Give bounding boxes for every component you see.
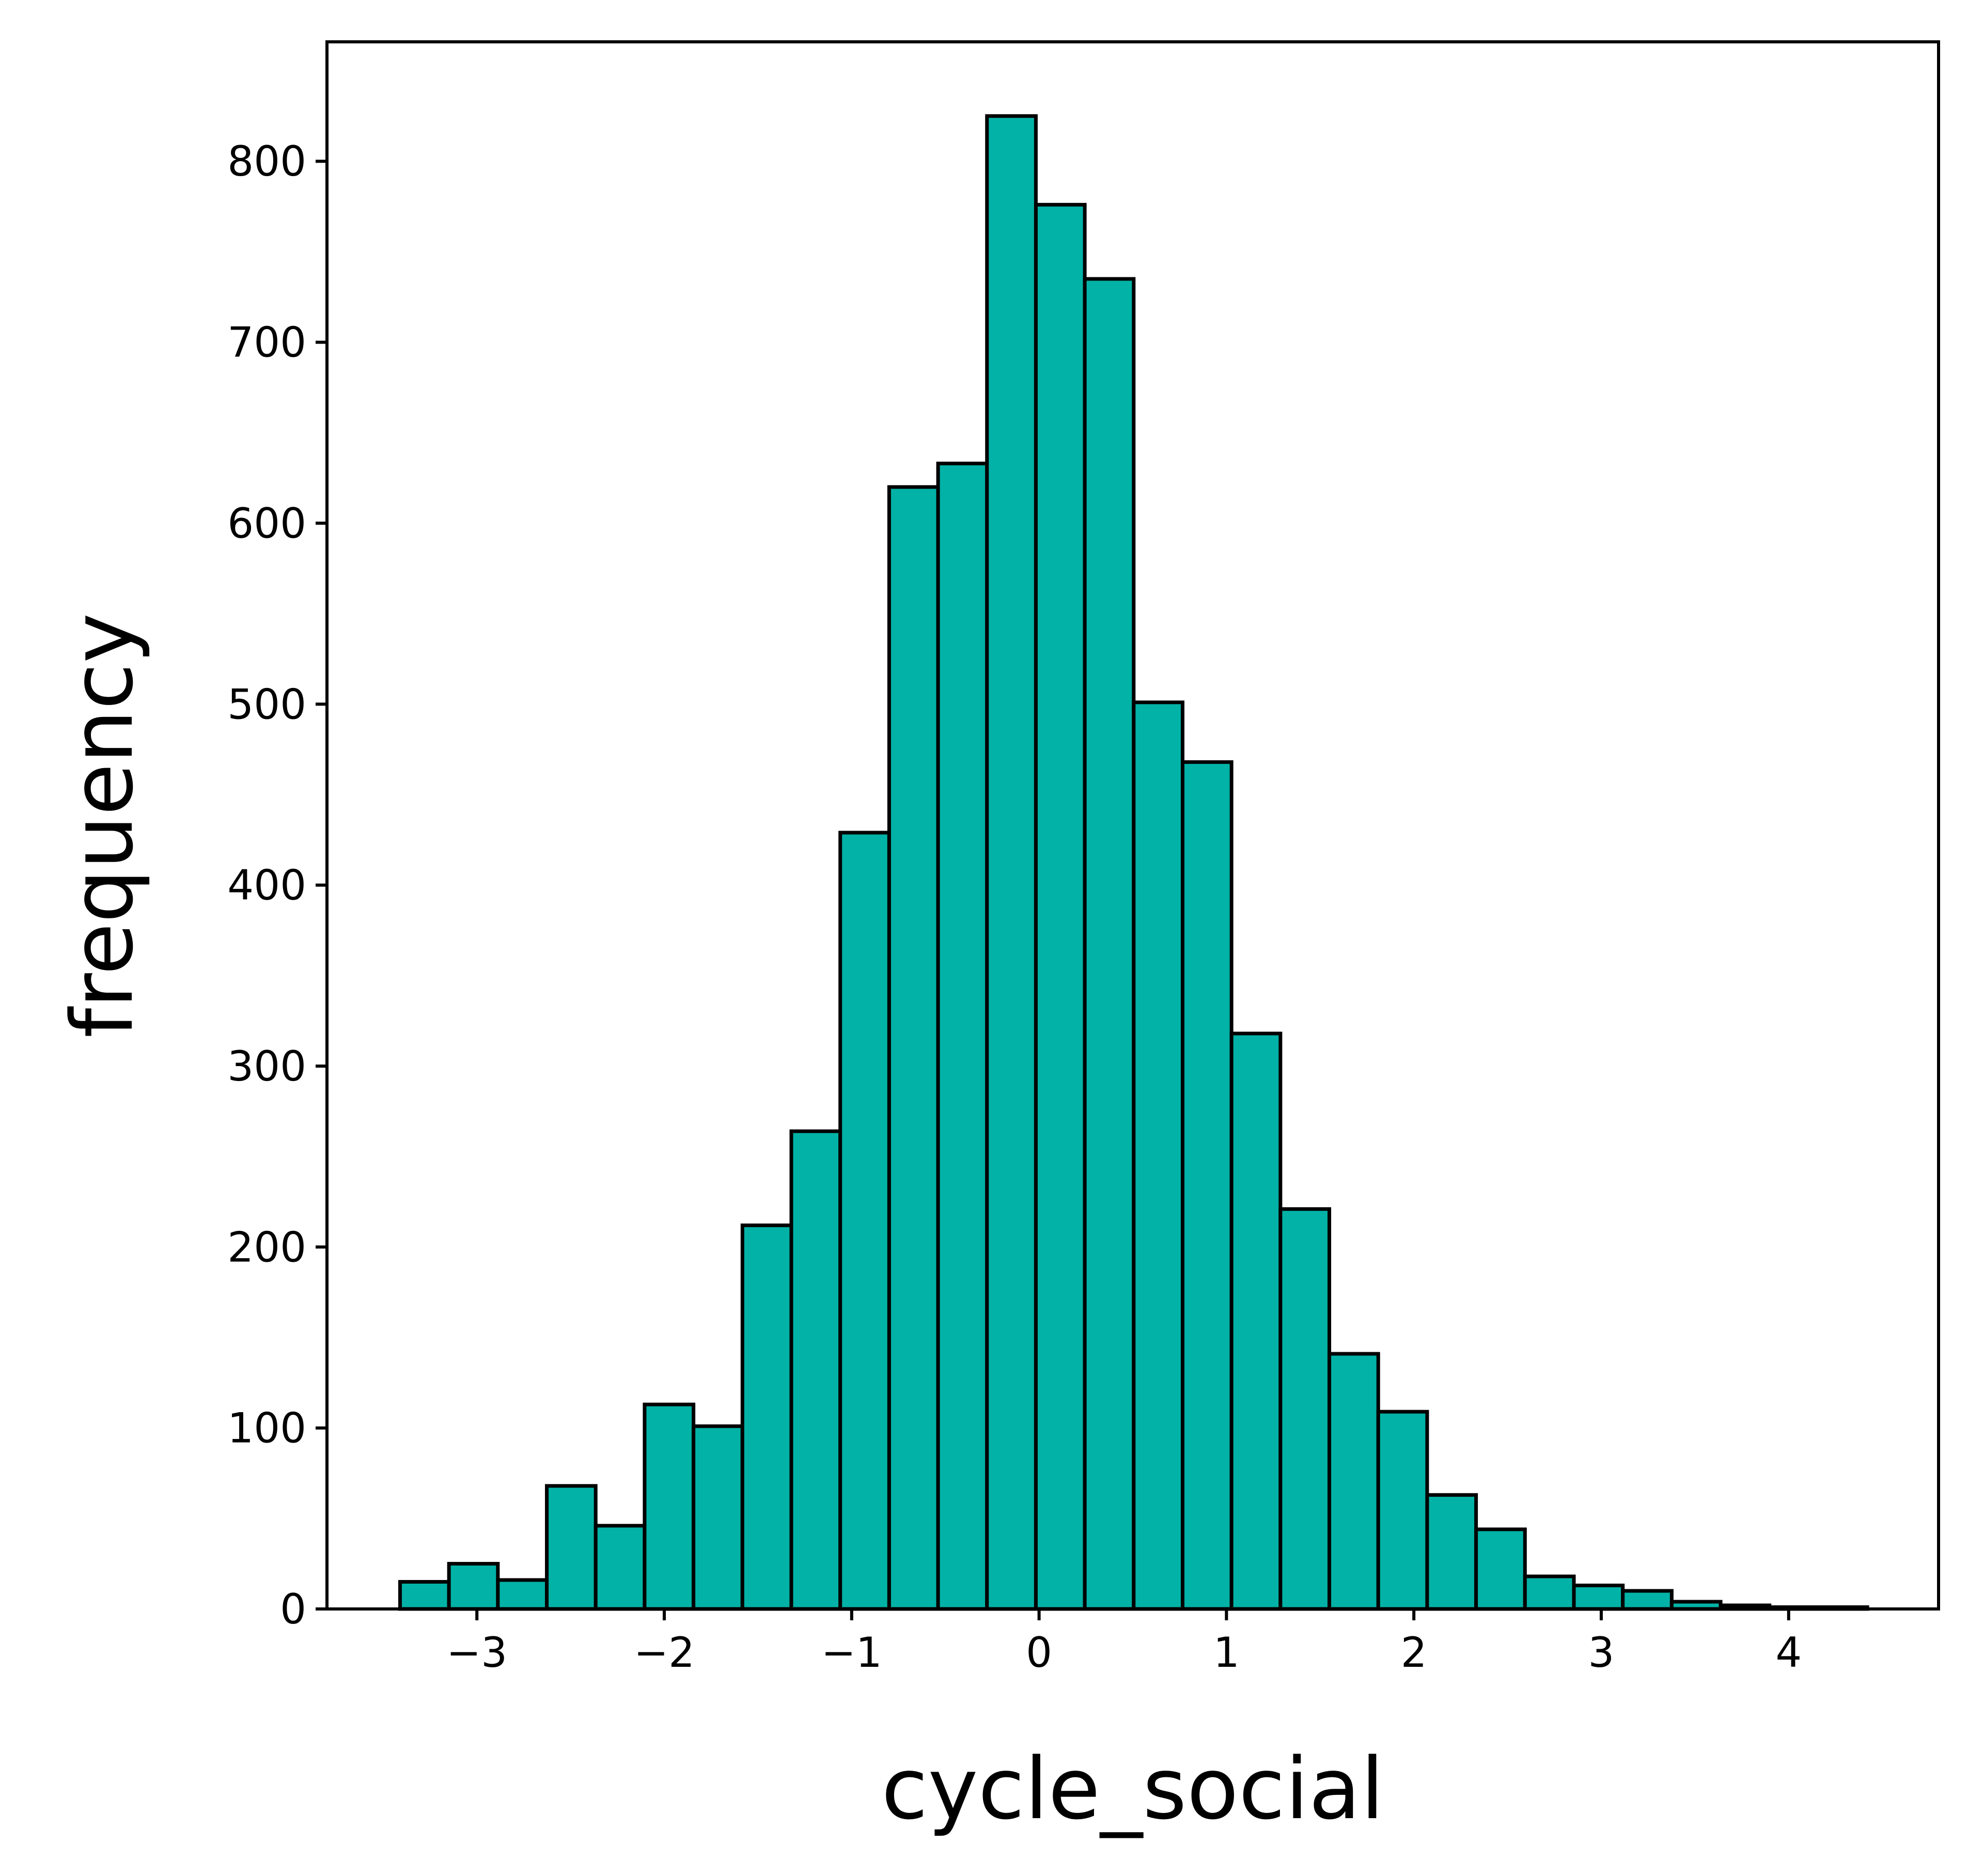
histogram-bar (1572, 1583, 1625, 1611)
x-tick-label: 1 (1213, 1629, 1240, 1677)
x-tick-label: 2 (1401, 1629, 1427, 1677)
y-tick-label: 600 (227, 499, 306, 548)
histogram-bar (447, 1561, 500, 1611)
histogram-bar (1278, 1207, 1332, 1611)
y-tick-label: 0 (280, 1585, 306, 1633)
histogram-bar (1621, 1589, 1674, 1611)
histogram-bar (1034, 202, 1087, 1611)
histogram-bar (1132, 700, 1185, 1611)
histogram-bar (1425, 1493, 1478, 1611)
histogram-bar (1523, 1574, 1576, 1611)
y-tick-label: 700 (227, 319, 306, 367)
x-axis-label: cycle_social (881, 1740, 1384, 1838)
histogram-bar (593, 1524, 647, 1611)
y-tick-label: 100 (227, 1404, 306, 1452)
histogram-bar (1327, 1352, 1380, 1611)
plot-frame (325, 40, 1940, 1611)
y-tick-label: 500 (227, 680, 306, 728)
histogram-bar (838, 831, 891, 1611)
histogram-bar (887, 485, 940, 1611)
x-tick-label: −3 (446, 1629, 507, 1677)
histogram-bar (1181, 760, 1233, 1611)
y-tick-label: 300 (227, 1042, 306, 1090)
histogram-bar (643, 1402, 696, 1611)
x-tick-label: 4 (1775, 1629, 1802, 1677)
y-tick-label: 800 (227, 137, 306, 185)
histogram-bar (1474, 1527, 1527, 1611)
histogram-bar (985, 114, 1038, 1611)
x-tick-label: −2 (634, 1629, 695, 1677)
x-tick-label: 3 (1588, 1629, 1615, 1677)
histogram-bar (496, 1578, 549, 1611)
y-axis-ticks: 0 100 200 300 400 500 600 700 800 (227, 137, 327, 1633)
histogram-bars (398, 114, 1869, 1611)
x-axis-ticks: −3 −2 −1 0 1 2 3 4 (446, 1609, 1802, 1677)
x-tick-label: −1 (821, 1629, 882, 1677)
histogram-bar (398, 1580, 451, 1611)
histogram-bar (789, 1129, 842, 1611)
y-tick-label: 400 (227, 862, 306, 910)
histogram-bar (545, 1484, 598, 1611)
histogram-bar (740, 1223, 793, 1611)
histogram-bar (692, 1424, 744, 1611)
histogram-bar (936, 461, 989, 1611)
y-axis-label: frequency (53, 613, 152, 1038)
y-tick-label: 200 (227, 1223, 306, 1271)
histogram-bar (1229, 1031, 1283, 1611)
x-tick-label: 0 (1026, 1629, 1052, 1677)
histogram-bar (1376, 1410, 1429, 1611)
histogram-bar (1083, 277, 1136, 1611)
